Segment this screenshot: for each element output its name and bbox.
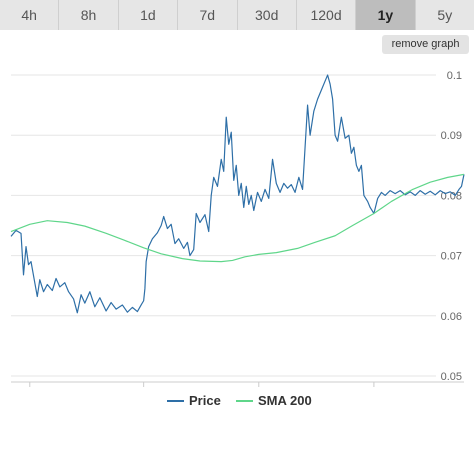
y-tick-label: 0.07 [441, 251, 462, 263]
price-line [10, 74, 465, 314]
tab-4h[interactable]: 4h [0, 0, 60, 30]
price-chart: 0.050.060.070.080.090.1Apr '25Jul '25Oct… [10, 70, 465, 387]
sma-200-line [10, 173, 465, 263]
chart-legend: Price SMA 200 [0, 390, 474, 412]
tab-5y[interactable]: 5y [415, 0, 474, 30]
tab-120d[interactable]: 120d [296, 0, 357, 30]
legend-swatch-sma [236, 400, 253, 402]
tab-8h[interactable]: 8h [59, 0, 119, 30]
legend-label-price: Price [189, 393, 221, 408]
y-tick-label: 0.06 [441, 311, 462, 323]
tab-1y[interactable]: 1y [356, 0, 416, 30]
y-tick-label: 0.05 [441, 371, 462, 383]
y-tick-label: 0.09 [441, 130, 462, 142]
y-tick-label: 0.1 [447, 70, 462, 82]
tab-30d[interactable]: 30d [237, 0, 297, 30]
tab-7d[interactable]: 7d [178, 0, 238, 30]
remove-graph-button[interactable]: remove graph [382, 35, 469, 54]
legend-swatch-price [167, 400, 184, 402]
legend-label-sma: SMA 200 [258, 393, 312, 408]
timeframe-tabs: 4h 8h 1d 7d 30d 120d 1y 5y [0, 0, 474, 30]
tab-1d[interactable]: 1d [118, 0, 179, 30]
